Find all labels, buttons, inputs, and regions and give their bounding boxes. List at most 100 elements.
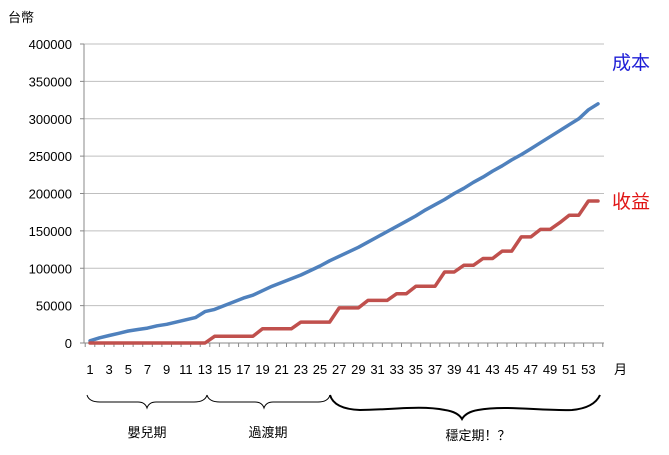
- data-point: [405, 219, 408, 223]
- data-point: [98, 336, 101, 339]
- data-point: [395, 292, 398, 295]
- data-point: [338, 255, 341, 258]
- y-tick-label: 400000: [29, 37, 72, 52]
- x-tick-label: 3: [106, 362, 113, 377]
- data-point: [242, 296, 245, 300]
- x-tick-label: 37: [428, 362, 442, 377]
- x-tick-label: 15: [217, 362, 231, 377]
- x-tick-label: 49: [543, 362, 557, 377]
- data-point: [232, 300, 235, 304]
- x-axis-unit-label: 月: [614, 363, 627, 378]
- x-tick-label: 1: [86, 362, 93, 377]
- data-point: [548, 135, 552, 138]
- y-tick-label: 200000: [29, 187, 72, 202]
- data-point: [433, 284, 437, 288]
- x-tick-label: 41: [466, 362, 480, 377]
- data-point: [395, 225, 398, 228]
- data-point: [472, 181, 475, 184]
- x-tick-label: 47: [524, 362, 538, 377]
- data-point: [568, 213, 571, 217]
- data-point: [472, 264, 475, 267]
- series-label-revenue: 收益: [612, 191, 650, 213]
- data-point: [376, 235, 379, 239]
- data-point: [155, 341, 159, 345]
- data-point: [481, 175, 485, 179]
- data-point: [357, 306, 360, 310]
- data-point: [376, 299, 379, 302]
- x-tick-label: 31: [370, 362, 384, 377]
- x-tick-label: 25: [313, 362, 327, 377]
- x-tick-label: 17: [236, 362, 250, 377]
- y-tick-label: 150000: [29, 224, 72, 239]
- data-point: [270, 327, 274, 330]
- phase-brace-stable: [329, 394, 601, 422]
- x-tick-label: 19: [255, 362, 269, 377]
- phase-brace-transition: [206, 394, 331, 410]
- data-point: [443, 270, 446, 274]
- data-point: [127, 341, 130, 345]
- data-point: [539, 228, 542, 231]
- phase-braces: [86, 394, 601, 422]
- data-point: [338, 306, 341, 310]
- data-point: [290, 277, 293, 280]
- y-tick-label: 0: [65, 336, 72, 351]
- data-point: [347, 306, 350, 310]
- data-point: [88, 341, 92, 345]
- data-point: [146, 341, 149, 345]
- data-point: [194, 341, 197, 345]
- x-tick-label: 23: [294, 362, 308, 377]
- x-tick-label: 7: [144, 362, 151, 377]
- data-point: [405, 292, 408, 295]
- data-point: [491, 257, 494, 260]
- x-axis-ticks: 1 3 5 7 9 11 13 15 17 19 21 23 25 27 29 31 33 35 37 39 41 43 4…: [84, 343, 604, 377]
- x-tick-label: 29: [351, 362, 365, 377]
- series-line-cost: [88, 102, 600, 343]
- x-tick-label: 9: [163, 362, 170, 377]
- data-point: [175, 320, 178, 324]
- data-point: [213, 335, 216, 338]
- data-point: [165, 341, 168, 345]
- x-tick-label: 45: [505, 362, 519, 377]
- data-point: [203, 341, 207, 345]
- data-point: [280, 281, 283, 284]
- data-point: [127, 329, 130, 333]
- phase-label-infancy: 嬰兒期: [127, 426, 166, 441]
- x-tick-label: 39: [447, 362, 461, 377]
- data-point: [318, 264, 322, 268]
- data-point: [175, 341, 178, 345]
- data-point: [433, 203, 437, 206]
- data-point: [299, 273, 303, 277]
- y-tick-label: 350000: [29, 74, 72, 89]
- data-point: [98, 341, 101, 345]
- data-point: [328, 259, 331, 262]
- data-point: [462, 264, 466, 267]
- data-point: [424, 284, 427, 288]
- data-point: [107, 341, 111, 345]
- data-point: [577, 117, 581, 120]
- data-point: [491, 169, 494, 173]
- data-point: [587, 108, 590, 111]
- data-point: [328, 320, 331, 324]
- data-point: [213, 308, 216, 311]
- data-point: [318, 320, 322, 324]
- phase-label-transition: 過渡期: [248, 425, 287, 441]
- data-point: [366, 299, 370, 302]
- data-point: [366, 240, 370, 244]
- data-point: [385, 230, 389, 233]
- data-point: [232, 335, 235, 338]
- series-line-revenue: [88, 199, 600, 345]
- data-point: [309, 269, 312, 272]
- data-point: [596, 102, 600, 106]
- data-point: [453, 270, 456, 274]
- x-tick-label: 27: [332, 362, 346, 377]
- data-point: [520, 235, 523, 239]
- y-tick-label: 250000: [29, 149, 72, 164]
- data-point: [165, 323, 168, 326]
- data-point: [222, 335, 226, 338]
- data-point: [587, 199, 590, 203]
- y-tick-label: 100000: [29, 261, 72, 276]
- data-point: [242, 335, 245, 338]
- data-point: [299, 320, 303, 324]
- data-point: [462, 187, 466, 190]
